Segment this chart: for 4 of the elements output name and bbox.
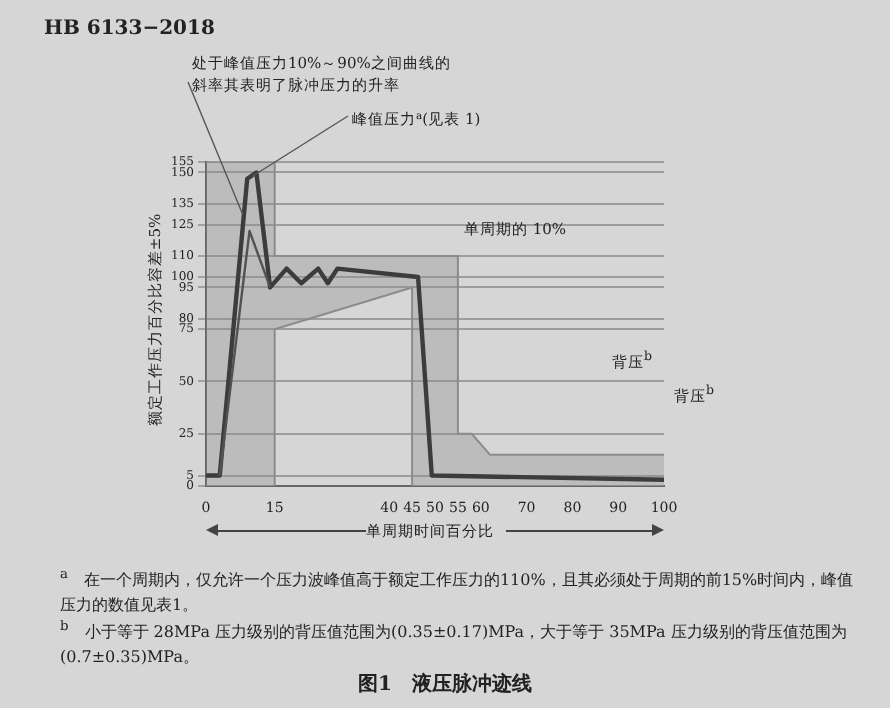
text: $^{b}$ 小于等于 28MPa 压力级别的背压值范围为(0.35±0.17)MPa，大于等于 35MPa 压力级别的背压值范围为(0.7±0.35)MPa。: [60, 618, 847, 666]
text: 图1 液压脉冲迹线: [356, 672, 534, 698]
text: $^{a}$ 在一个周期内，仅允许一个压力波峰值高于额定工作压力的110%，且其必须处于周期的前15%时间内，峰值压力的数值见表1。: [60, 566, 854, 614]
text: HB 6133−2018: [44, 16, 215, 42]
